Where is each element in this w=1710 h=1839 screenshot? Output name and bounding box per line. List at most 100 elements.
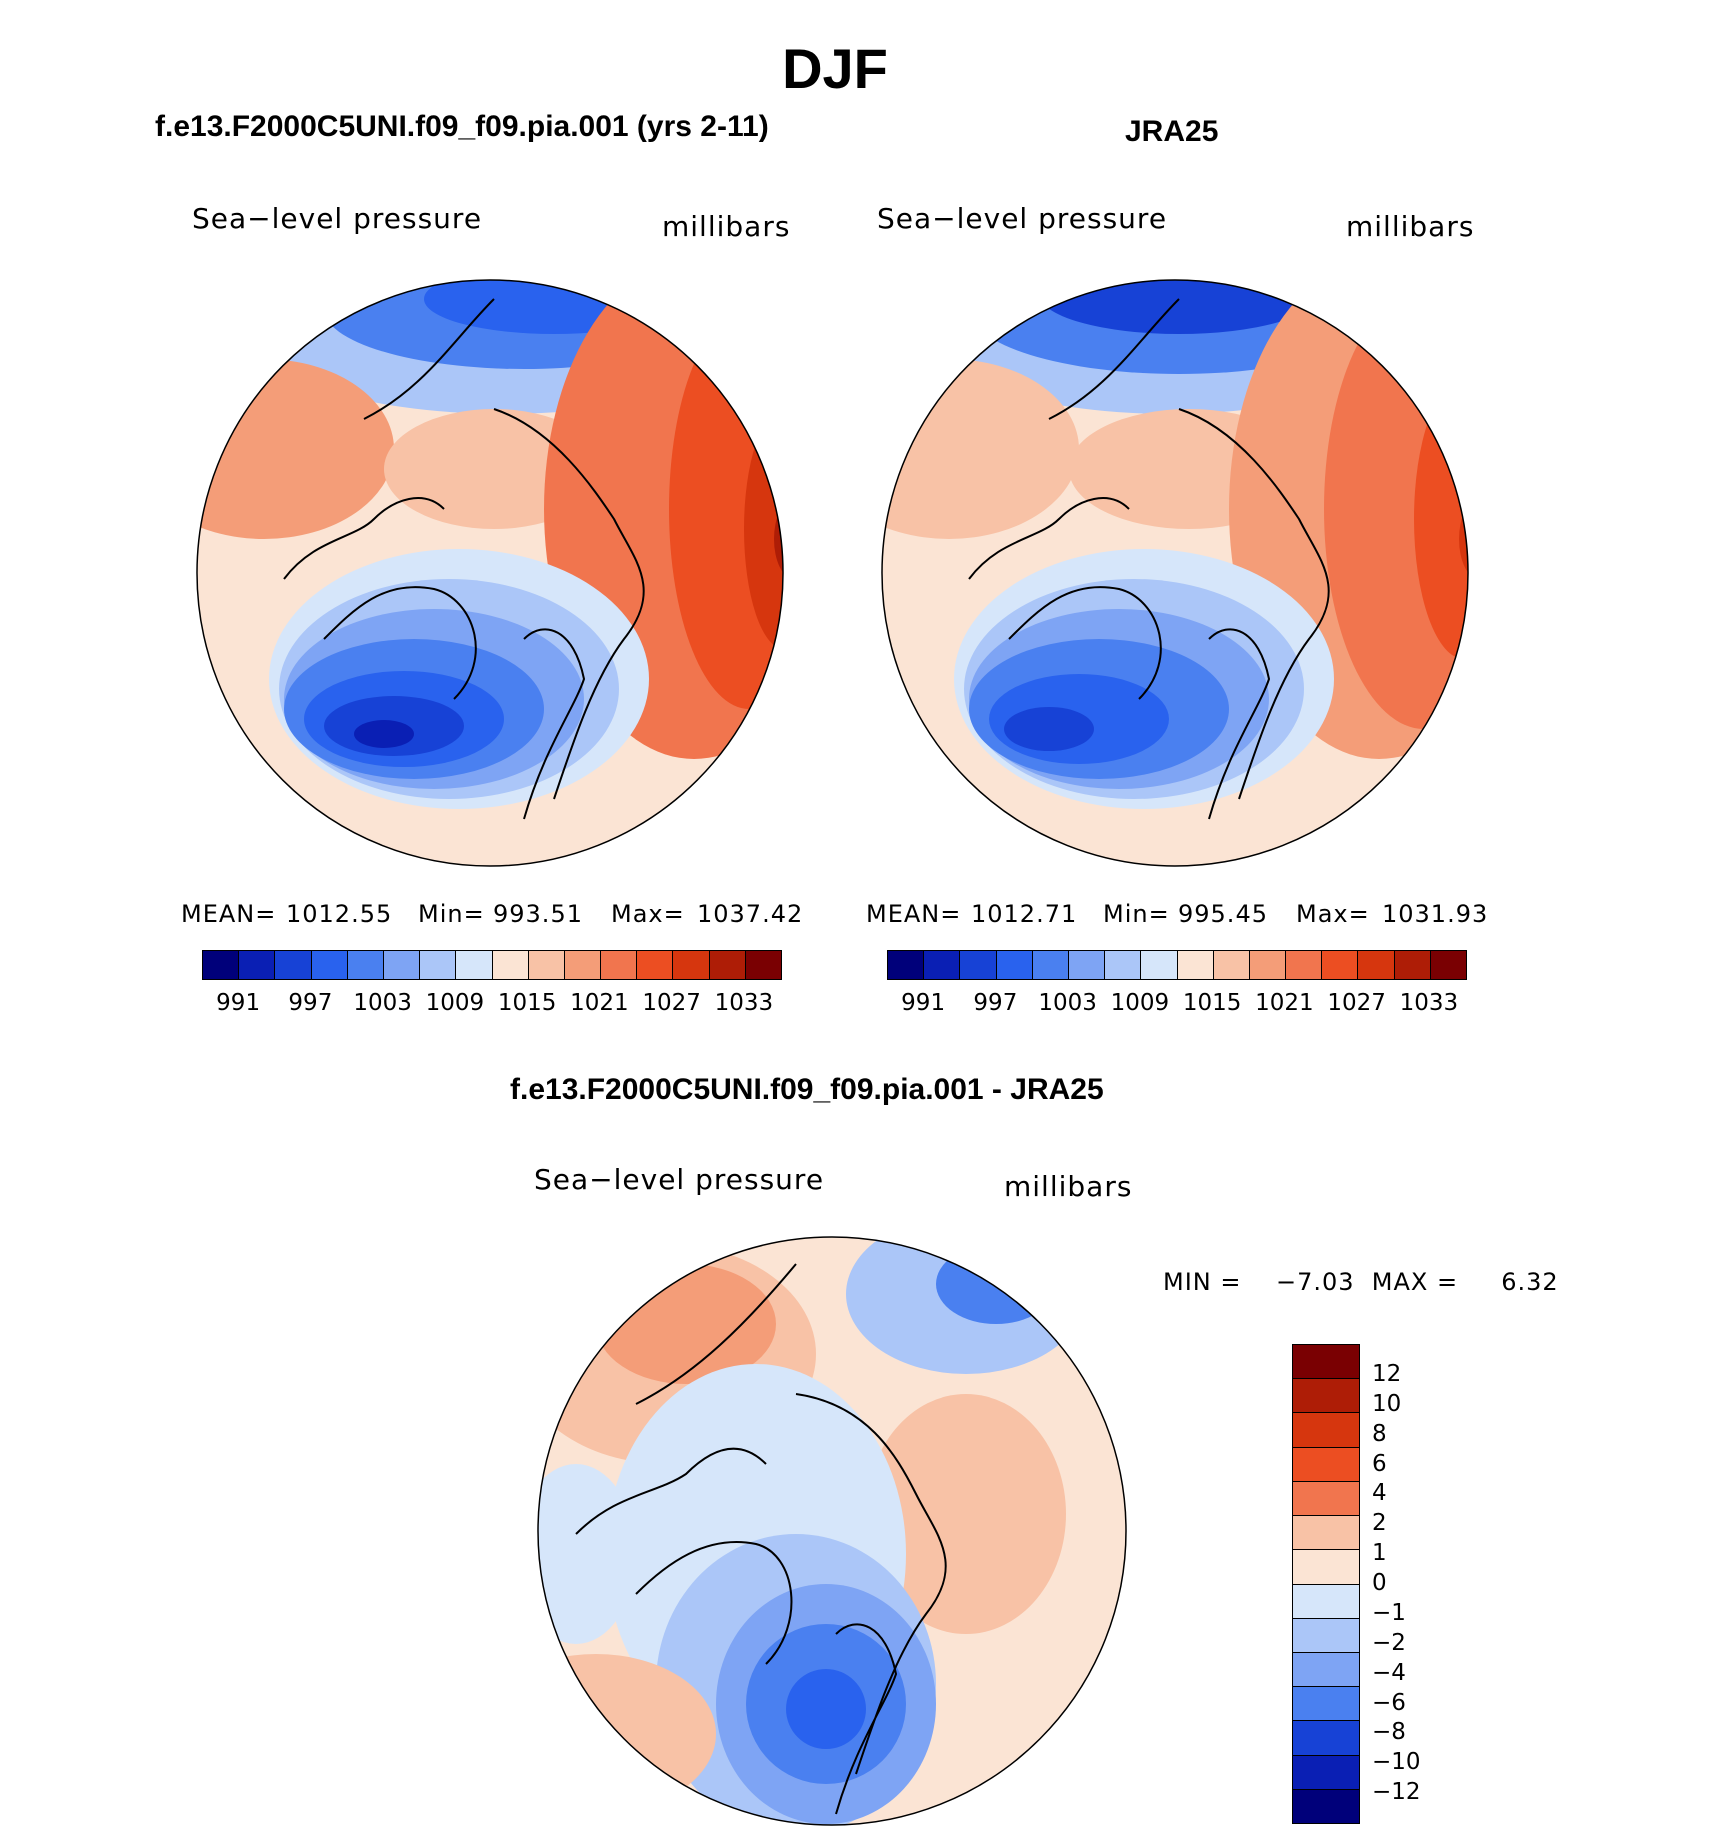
colorbar-tick-label: 1033 <box>1399 990 1459 1016</box>
colorbar-tick-label: 8 <box>1372 1420 1387 1447</box>
colorbar-swatch <box>1293 1755 1359 1790</box>
colorbar-swatch <box>960 951 997 979</box>
panel2-max-value: 1031.93 <box>1382 900 1489 928</box>
panel1-min-value: 993.51 <box>493 900 583 928</box>
colorbar-tick-label: 1027 <box>642 990 701 1016</box>
panel2-colorbar <box>887 950 1467 980</box>
panel2-title: JRA25 <box>1125 115 1219 148</box>
colorbar-tick-label: 1 <box>1372 1540 1387 1567</box>
colorbar-swatch <box>456 951 493 979</box>
colorbar-swatch <box>1032 951 1069 979</box>
colorbar-tick-label: −8 <box>1372 1719 1406 1746</box>
colorbar-swatch <box>1293 1379 1359 1414</box>
colorbar-swatch <box>601 951 638 979</box>
diff-panel-title: f.e13.F2000C5UNI.f09_f09.pia.001 - JRA25 <box>510 1073 1104 1106</box>
panel2-max-label: Max= <box>1296 900 1370 928</box>
colorbar-swatch <box>1293 1345 1359 1380</box>
colorbar-swatch <box>1293 1550 1359 1585</box>
diff-colorbar <box>1292 1344 1360 1824</box>
colorbar-tick-label: 1021 <box>1255 990 1314 1016</box>
colorbar-swatch <box>311 951 348 979</box>
panel2-min-value: 995.45 <box>1178 900 1268 928</box>
colorbar-tick-label: 4 <box>1372 1480 1387 1507</box>
colorbar-tick-label: −10 <box>1372 1749 1421 1776</box>
colorbar-swatch <box>1293 1721 1359 1756</box>
main-title: DJF <box>782 37 888 100</box>
panel1-mean-label: MEAN= <box>181 900 277 928</box>
panel1-max-value: 1037.42 <box>697 900 804 928</box>
colorbar-swatch <box>1105 951 1142 979</box>
colorbar-swatch <box>492 951 529 979</box>
colorbar-tick-label: 0 <box>1372 1570 1387 1596</box>
colorbar-swatch <box>709 951 746 979</box>
colorbar-tick-label: −12 <box>1372 1779 1421 1806</box>
colorbar-tick-label: 12 <box>1372 1360 1402 1387</box>
colorbar-swatch <box>564 951 602 979</box>
panel1-min-label: Min= <box>418 900 485 928</box>
colorbar-swatch <box>1430 951 1466 979</box>
colorbar-swatch <box>673 951 710 979</box>
colorbar-swatch <box>1141 951 1178 979</box>
panel2-polar-map <box>881 279 1469 867</box>
colorbar-tick-label: 6 <box>1372 1450 1387 1477</box>
colorbar-swatch <box>383 951 421 979</box>
colorbar-tick-label: 1015 <box>497 990 557 1016</box>
colorbar-swatch <box>1293 1481 1359 1517</box>
panel1-max-label: Max= <box>611 900 685 928</box>
colorbar-swatch <box>637 951 674 979</box>
panel2-variable-label: Sea−level pressure <box>877 202 1168 235</box>
colorbar-swatch <box>1293 1584 1359 1619</box>
colorbar-swatch <box>1394 951 1431 979</box>
colorbar-swatch <box>1293 1687 1359 1722</box>
colorbar-swatch <box>1293 1652 1359 1688</box>
colorbar-swatch <box>203 951 240 979</box>
colorbar-swatch <box>347 951 384 979</box>
panel1-polar-map <box>196 279 784 867</box>
colorbar-tick-label: 1027 <box>1327 990 1386 1016</box>
diff-colorbar-ticks: 12 10 8 6 4 2 1 0 −1 −2 −4 −6 −8 −10 −12 <box>1372 1344 1452 1822</box>
diff-units-label: millibars <box>1004 1170 1133 1203</box>
colorbar-tick-label: 1009 <box>425 990 485 1016</box>
colorbar-tick-label: 1015 <box>1182 990 1242 1016</box>
panel2-min-label: Min= <box>1103 900 1170 928</box>
colorbar-tick-label: −6 <box>1372 1689 1406 1716</box>
colorbar-tick-label: −2 <box>1372 1629 1406 1656</box>
colorbar-swatch <box>924 951 961 979</box>
colorbar-swatch <box>888 951 925 979</box>
colorbar-tick-label: 1003 <box>1038 990 1097 1016</box>
colorbar-swatch <box>1293 1789 1359 1824</box>
colorbar-tick-label: 997 <box>973 990 1018 1016</box>
colorbar-swatch <box>996 951 1033 979</box>
diff-polar-map <box>537 1236 1127 1826</box>
colorbar-tick-label: 991 <box>901 990 946 1016</box>
colorbar-swatch <box>1177 951 1214 979</box>
colorbar-swatch <box>239 951 276 979</box>
colorbar-tick-label: 2 <box>1372 1510 1387 1537</box>
panel2-units-label: millibars <box>1346 210 1475 243</box>
colorbar-swatch <box>1293 1413 1359 1448</box>
colorbar-swatch <box>745 951 781 979</box>
colorbar-swatch <box>1213 951 1250 979</box>
colorbar-swatch <box>1358 951 1395 979</box>
panel2-mean-value: 1012.71 <box>971 900 1078 928</box>
diff-minmax-text: MIN = −7.03 MAX = 6.32 <box>1163 1268 1559 1296</box>
colorbar-swatch <box>1293 1618 1359 1653</box>
colorbar-swatch <box>528 951 565 979</box>
colorbar-tick-label: 1003 <box>353 990 412 1016</box>
colorbar-swatch <box>1293 1516 1359 1551</box>
colorbar-tick-label: −1 <box>1372 1599 1406 1626</box>
colorbar-tick-label: 1021 <box>570 990 629 1016</box>
colorbar-tick-label: 1009 <box>1110 990 1170 1016</box>
panel1-units-label: millibars <box>662 210 791 243</box>
colorbar-tick-label: 991 <box>216 990 261 1016</box>
panel1-title: f.e13.F2000C5UNI.f09_f09.pia.001 (yrs 2-… <box>155 110 769 143</box>
panel1-variable-label: Sea−level pressure <box>192 202 483 235</box>
colorbar-swatch <box>420 951 457 979</box>
colorbar-swatch <box>275 951 312 979</box>
colorbar-swatch <box>1286 951 1323 979</box>
panel2-mean-label: MEAN= <box>866 900 962 928</box>
colorbar-tick-label: 997 <box>288 990 333 1016</box>
colorbar-swatch <box>1068 951 1106 979</box>
panel1-colorbar <box>202 950 782 980</box>
colorbar-tick-label: 1033 <box>714 990 774 1016</box>
